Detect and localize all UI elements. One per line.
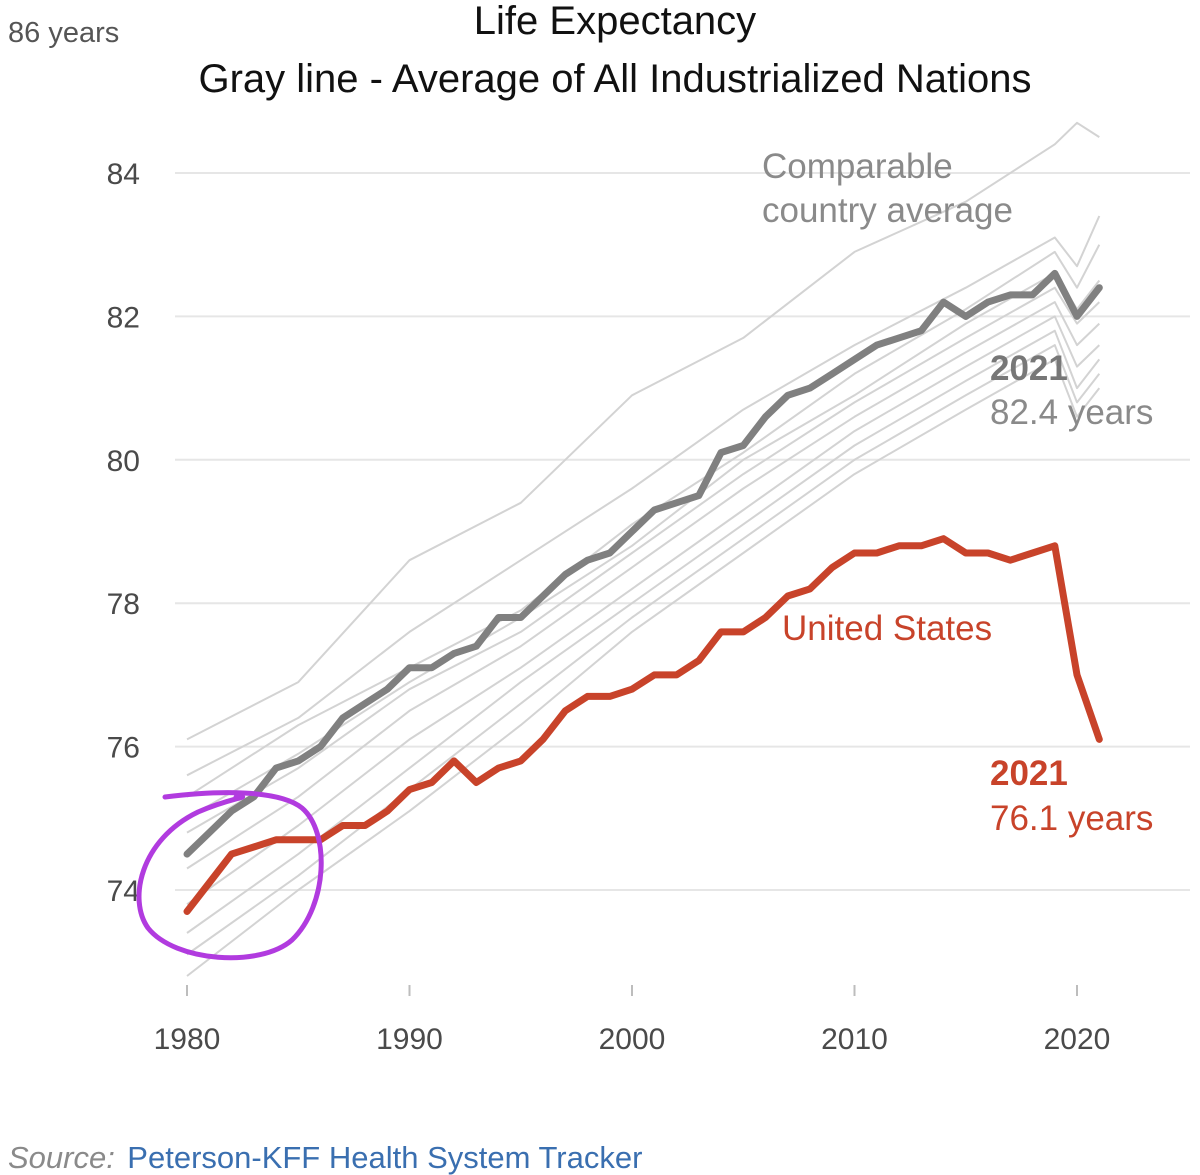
x-tick-label-1980: 1980 — [154, 1023, 221, 1056]
us-end-value-label: 76.1 years — [990, 799, 1153, 838]
highlight-lines — [183, 269, 1103, 915]
country-line-6 — [186, 301, 1100, 870]
average-label-line1: Comparable — [762, 147, 953, 186]
country-line-9 — [186, 344, 1101, 956]
chart-title: Life Expectancy — [474, 0, 756, 43]
chart-subtitle: Gray line - Average of All Industrialize… — [198, 57, 1031, 101]
country-line-3 — [186, 244, 1101, 798]
x-tick-label-2020: 2020 — [1044, 1023, 1111, 1056]
y-tick-label-80: 80 — [107, 445, 140, 478]
y-tick-label-76: 76 — [107, 732, 140, 765]
country-line-1 — [186, 121, 1100, 741]
x-tick-label-1990: 1990 — [376, 1023, 443, 1056]
source-prefix: Source: — [8, 1140, 115, 1175]
country-line-2 — [186, 215, 1101, 777]
gridlines — [175, 172, 1190, 891]
y-tick-label-84: 84 — [107, 158, 140, 191]
country-line-5 — [186, 286, 1100, 834]
average-label-line2: country average — [762, 191, 1013, 230]
x-tick-label-2000: 2000 — [599, 1023, 666, 1056]
average-end-value-label: 82.4 years — [990, 393, 1153, 432]
circled-annotation — [136, 790, 324, 961]
y-tick-label-78: 78 — [107, 588, 140, 621]
country-line-10 — [186, 358, 1101, 977]
average-end-year-label: 2021 — [990, 349, 1068, 388]
average-series-line — [183, 269, 1103, 858]
country-lines — [186, 121, 1101, 977]
y-tick-label-82: 82 — [107, 301, 140, 334]
y-unit-label: 86 years — [8, 17, 119, 49]
source-link[interactable]: Peterson-KFF Health System Tracker — [127, 1140, 642, 1175]
x-tick-label-2010: 2010 — [821, 1023, 888, 1056]
country-line-7 — [186, 315, 1100, 906]
us-series-label: United States — [782, 609, 992, 648]
y-tick-label-74: 74 — [107, 875, 140, 908]
country-line-8 — [186, 329, 1101, 934]
us-series-line — [183, 535, 1103, 915]
x-axis: 1980 1990 2000 2010 2020 — [154, 985, 1111, 1056]
source-line: Source: Peterson-KFF Health System Track… — [8, 1140, 642, 1175]
us-end-year-label: 2021 — [990, 754, 1068, 793]
y-axis: 74 76 78 80 82 84 — [107, 158, 140, 908]
